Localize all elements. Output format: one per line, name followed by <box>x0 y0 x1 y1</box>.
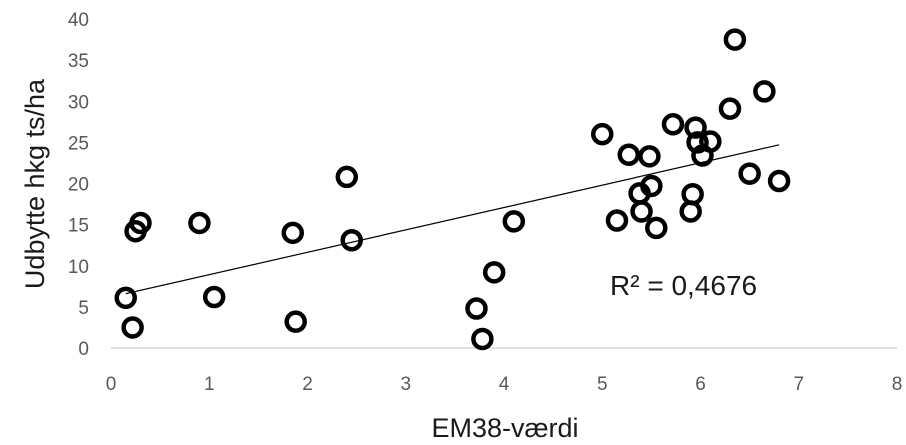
data-point <box>767 169 791 193</box>
y-tick-label: 0 <box>78 339 89 360</box>
data-point <box>129 211 152 235</box>
data-point <box>617 143 641 166</box>
y-tick-label: 30 <box>68 92 89 113</box>
y-tick-label: 40 <box>68 10 89 31</box>
data-point <box>738 162 761 185</box>
x-tick-label: 3 <box>400 374 411 395</box>
y-tick-labels: 0 5 10 15 20 25 30 35 40 <box>68 10 89 360</box>
data-point <box>753 80 776 103</box>
data-point <box>284 310 307 333</box>
data-point <box>605 209 629 232</box>
y-tick-label: 10 <box>68 257 89 278</box>
data-point <box>335 165 359 189</box>
y-tick-label: 20 <box>68 175 89 196</box>
data-point <box>202 285 226 309</box>
data-point <box>591 122 614 146</box>
trendline <box>125 144 780 295</box>
x-tick-label: 7 <box>793 374 804 395</box>
data-point <box>638 145 661 168</box>
data-point <box>630 200 653 223</box>
data-points <box>114 28 791 351</box>
y-axis-title: Udbytte hkg ts/ha <box>20 78 50 289</box>
data-point <box>114 286 137 310</box>
data-point <box>661 113 685 136</box>
x-tick-label: 1 <box>204 374 215 395</box>
data-point <box>645 216 668 240</box>
data-point <box>681 182 704 206</box>
data-point <box>482 261 506 284</box>
data-point <box>640 174 663 198</box>
x-tick-label: 2 <box>302 374 313 395</box>
data-point <box>699 130 722 153</box>
data-point <box>121 316 144 339</box>
x-tick-label: 0 <box>106 374 117 395</box>
x-tick-label: 6 <box>695 374 706 395</box>
x-tick-label: 8 <box>892 374 903 395</box>
data-point <box>502 210 526 233</box>
data-point <box>684 116 707 139</box>
y-tick-label: 15 <box>68 216 89 237</box>
data-point <box>188 211 211 235</box>
data-point <box>723 28 747 51</box>
data-point <box>465 297 488 320</box>
y-tick-label: 5 <box>78 298 89 319</box>
data-point <box>471 327 494 351</box>
data-point <box>340 229 363 252</box>
x-tick-labels: 0 1 2 3 4 5 6 7 8 <box>106 374 903 395</box>
data-point <box>281 221 305 245</box>
x-tick-label: 5 <box>597 374 608 395</box>
y-tick-label: 25 <box>68 133 89 154</box>
data-point <box>686 131 709 154</box>
x-axis-title: EM38-værdi <box>431 413 578 443</box>
y-tick-label: 35 <box>68 51 89 72</box>
data-point <box>718 97 742 120</box>
x-tick-label: 4 <box>499 374 510 395</box>
r-squared-annotation: R² = 0,4676 <box>610 270 757 301</box>
